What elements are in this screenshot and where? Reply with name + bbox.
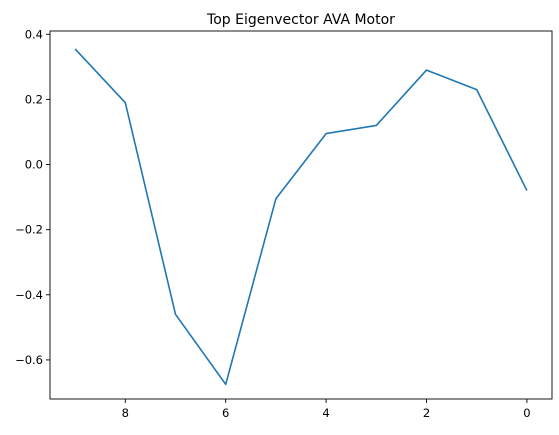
x-tick-label: 4 [322, 406, 329, 420]
y-tick-label: −0.6 [15, 353, 43, 367]
y-tick-label: 0.2 [25, 92, 43, 106]
plot-area [49, 30, 553, 400]
y-tick-label: 0.4 [25, 27, 43, 41]
x-tick-label: 0 [523, 406, 530, 420]
series-layer [74, 48, 528, 386]
series-line-0 [74, 48, 528, 386]
x-tick-label: 6 [222, 406, 229, 420]
y-axis: 0.4 0.2 0.0 −0.2 −0.4 −0.6 [15, 27, 50, 367]
chart-title: Top Eigenvector AVA Motor [206, 12, 395, 28]
y-tick-label: 0.0 [25, 158, 43, 172]
x-tick-label: 2 [423, 406, 430, 420]
y-tick-label: −0.2 [15, 223, 43, 237]
x-tick-label: 8 [122, 406, 129, 420]
x-axis: 8 6 4 2 0 [122, 399, 531, 420]
y-tick-label: −0.4 [15, 288, 43, 302]
